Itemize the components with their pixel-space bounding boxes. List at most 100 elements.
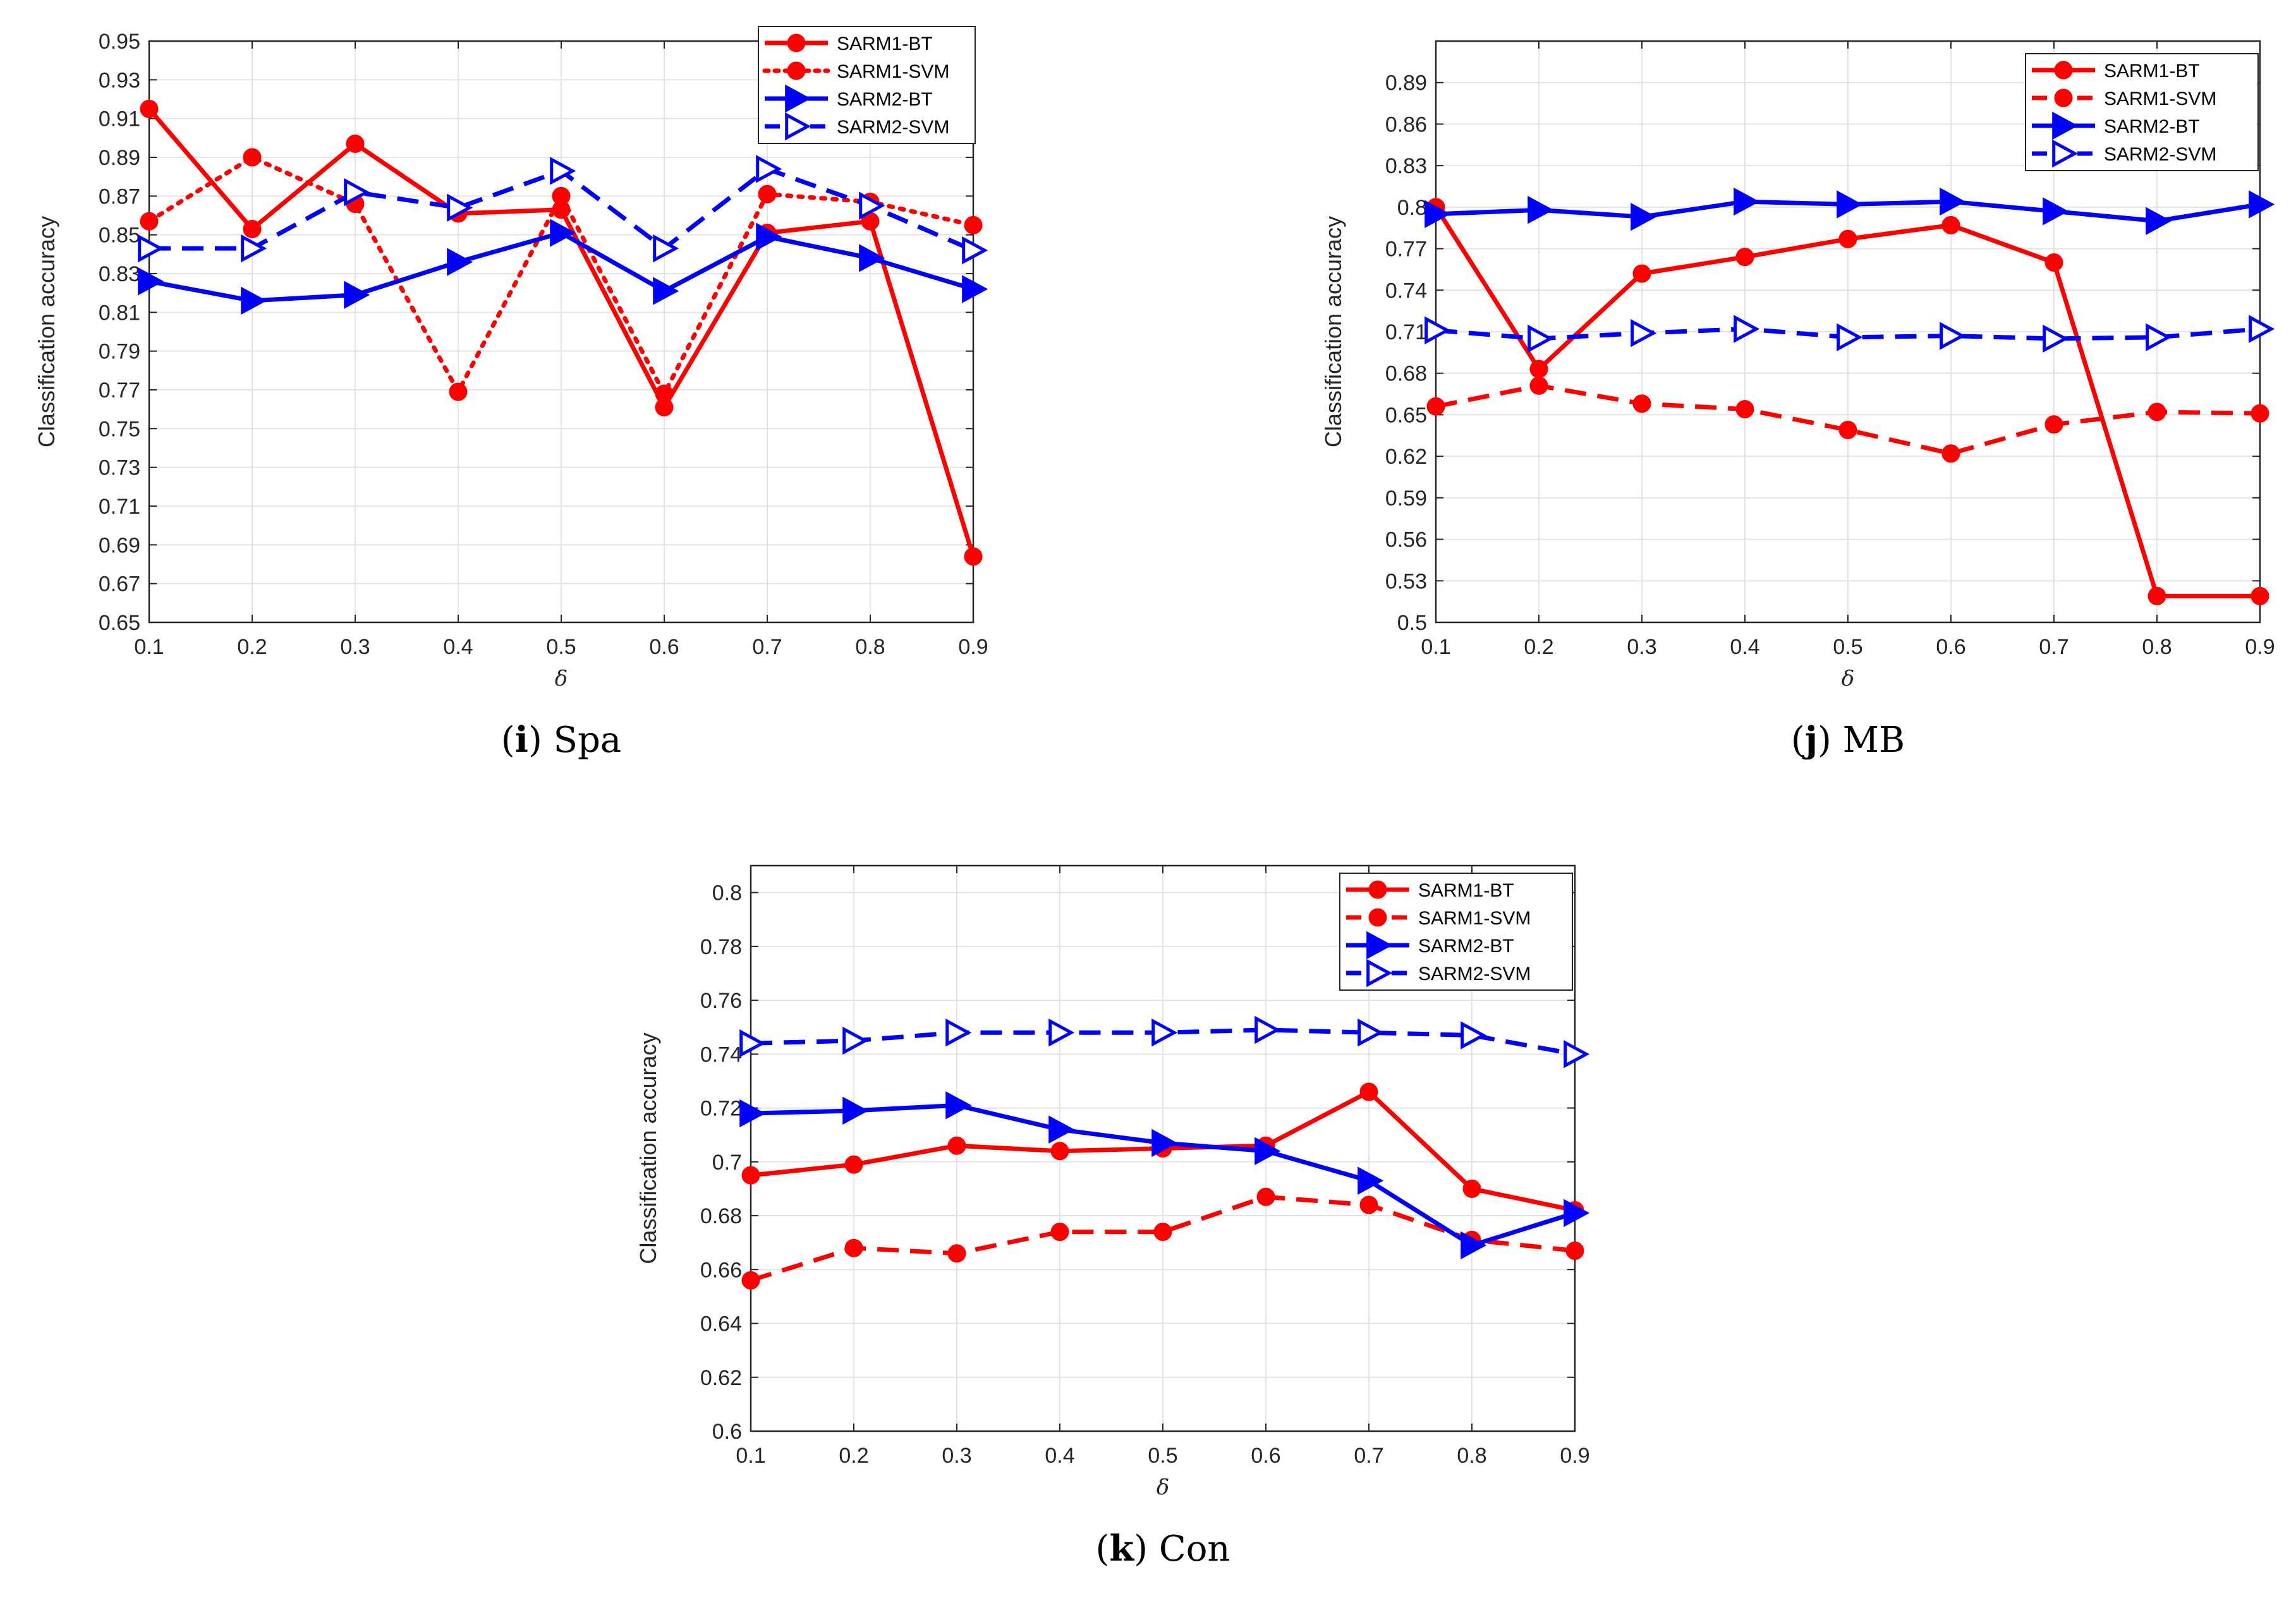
caption-letter: j	[1802, 719, 1818, 761]
data-point	[844, 1238, 863, 1257]
legend-marker	[787, 61, 806, 80]
caption-name: MB	[1843, 720, 1905, 761]
y-tick-label: 0.86	[1385, 112, 1427, 136]
y-tick-label: 0.73	[99, 456, 140, 480]
y-tick-label: 0.85	[99, 224, 140, 248]
x-tick-label: 0.8	[2142, 635, 2171, 659]
x-axis-label: δ	[555, 666, 568, 691]
data-point	[1424, 316, 1451, 345]
data-point	[2043, 197, 2069, 226]
data-point	[1838, 421, 1857, 440]
data-point	[243, 148, 262, 167]
data-point	[756, 222, 782, 251]
series-sarm2-svm	[138, 155, 988, 265]
series-line	[1435, 383, 2261, 456]
chart-con: 0.6 0.62 0.64 0.66 0.68 0.7 0.72 0.74 0.76 0.78 0.…	[635, 864, 1590, 1570]
data-point	[1050, 1142, 1069, 1161]
y-tick-label: 0.8	[712, 881, 742, 905]
legend-entry: SARM1-BT	[1418, 880, 1514, 901]
x-tick-label: 0.6	[649, 635, 679, 659]
data-point	[138, 234, 164, 263]
data-point	[741, 1166, 760, 1185]
data-point	[1565, 1241, 1584, 1260]
data-point	[1050, 1223, 1069, 1242]
data-point	[1151, 1128, 1178, 1158]
y-tick-label: 0.87	[99, 184, 140, 209]
data-point	[962, 236, 988, 265]
y-tick-label: 0.89	[99, 146, 140, 170]
legend-marker	[787, 33, 806, 52]
x-tick-label: 0.4	[1045, 1444, 1074, 1468]
data-point	[739, 1099, 766, 1128]
y-tick-label: 0.83	[99, 262, 140, 286]
caption-letter: i	[515, 719, 528, 761]
data-point	[1424, 200, 1451, 229]
y-tick-label: 0.74	[700, 1043, 742, 1067]
data-point	[241, 286, 267, 315]
x-tick-label: 0.7	[1354, 1444, 1383, 1468]
data-point	[2249, 190, 2275, 219]
x-tick-label: 0.3	[1627, 635, 1656, 659]
data-point	[449, 382, 468, 401]
data-point	[447, 248, 473, 276]
y-tick-label: 0.7	[712, 1151, 742, 1175]
data-point	[1359, 1195, 1378, 1214]
data-point	[1528, 196, 1554, 224]
chart-spa: 0.65 0.67 0.69 0.71 0.73 0.75 0.77 0.79 0.81 0.83…	[33, 26, 988, 761]
data-point	[1256, 1187, 1275, 1206]
data-point	[945, 1019, 972, 1047]
data-point	[741, 1271, 760, 1290]
legend-marker	[785, 112, 811, 141]
y-tick-label: 0.56	[1385, 528, 1427, 552]
data-point	[138, 267, 164, 296]
caption-paren: (	[501, 720, 515, 761]
data-point	[1837, 323, 1863, 351]
data-point	[552, 186, 571, 205]
data-point	[1564, 1199, 1590, 1227]
x-tick-label: 0.7	[752, 635, 782, 659]
y-tick-label: 0.75	[99, 417, 140, 441]
y-tick-label: 0.95	[99, 30, 140, 54]
x-tick-label: 0.6	[1251, 1444, 1280, 1468]
series-sarm2-bt	[739, 1091, 1590, 1260]
data-point	[1529, 360, 1548, 378]
subfigure-caption: (k) Con	[1096, 1528, 1230, 1570]
x-tick-label: 0.3	[942, 1444, 971, 1468]
data-point	[964, 547, 983, 566]
x-tick-label: 0.1	[736, 1444, 765, 1468]
legend-entry: SARM1-SVM	[1418, 908, 1531, 929]
caption-paren: )	[1818, 720, 1843, 761]
y-tick-label: 0.62	[1385, 445, 1427, 469]
data-point	[1941, 444, 1960, 463]
y-tick-label: 0.64	[700, 1312, 742, 1336]
data-point	[241, 234, 267, 263]
x-tick-label: 0.5	[1833, 635, 1862, 659]
x-tick-label: 0.6	[1936, 635, 1965, 659]
y-tick-label: 0.72	[700, 1097, 742, 1121]
axes-box	[750, 864, 1576, 1432]
x-tick-label: 0.2	[839, 1444, 868, 1468]
legend-marker	[1368, 880, 1387, 899]
y-tick-label: 0.91	[99, 107, 140, 131]
y-tick-label: 0.77	[1385, 238, 1427, 262]
legend: SARM1-BT SARM1-SVM SARM2-BT SARM2-SVM	[1339, 873, 1573, 991]
y-tick-label: 0.78	[700, 935, 742, 959]
data-point	[1631, 202, 1657, 231]
legend: SARM1-BT SARM1-SVM SARM2-BT SARM2-SVM	[758, 26, 976, 144]
caption-letter: k	[1109, 1528, 1134, 1570]
data-point	[655, 384, 674, 403]
axes-box	[148, 40, 975, 624]
data-point	[2044, 253, 2063, 272]
data-point	[1153, 1223, 1172, 1242]
data-point	[2250, 586, 2269, 605]
y-tick-label: 0.93	[99, 68, 140, 92]
data-point	[2043, 324, 2069, 353]
data-point	[2249, 315, 2275, 343]
data-point	[344, 281, 370, 309]
data-point	[1837, 190, 1863, 219]
data-point	[1048, 1115, 1075, 1144]
legend-entry: SARM1-SVM	[2104, 88, 2216, 109]
data-point	[2250, 404, 2269, 423]
legend-entry: SARM2-SVM	[1418, 964, 1531, 984]
